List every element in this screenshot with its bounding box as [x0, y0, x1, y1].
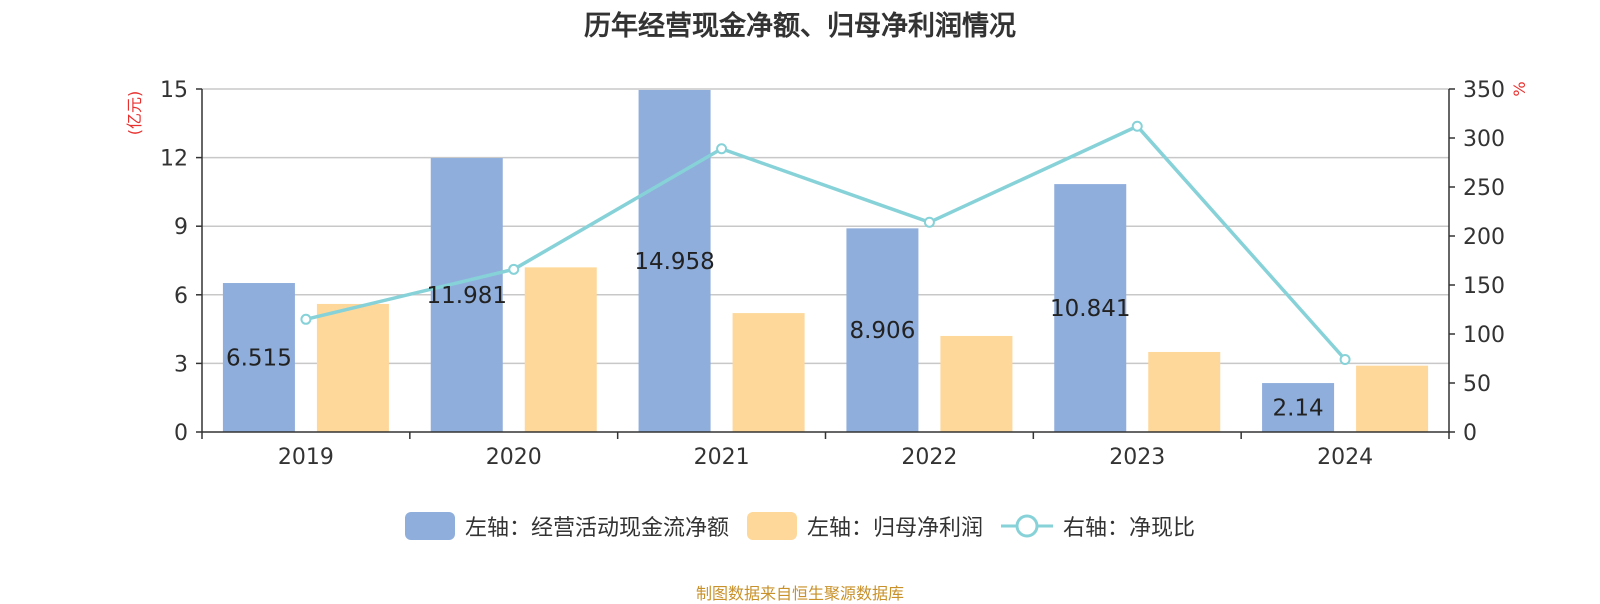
legend-swatch-ratio — [1001, 514, 1053, 538]
bar-cashflow[interactable] — [1054, 184, 1127, 432]
ratio-line — [300, 120, 1351, 365]
x-tick-label: 2019 — [278, 445, 334, 470]
data-label-cashflow: 8.906 — [849, 318, 915, 344]
point-ratio[interactable] — [923, 216, 935, 228]
left-tick-label: 6 — [174, 284, 188, 309]
x-tick-label: 2020 — [486, 445, 542, 470]
legend: 左轴：经营活动现金流净额 左轴：归母净利润 右轴：净现比 — [0, 510, 1600, 542]
data-labels: 6.515 11.981 14.958 8.906 10.841 2.14 — [226, 249, 1324, 422]
right-axis-unit: % — [1510, 81, 1529, 96]
line-ratio — [305, 124, 1347, 361]
bar-netprofit[interactable] — [1356, 365, 1429, 432]
legend-item-ratio[interactable]: 右轴：净现比 — [1001, 510, 1195, 542]
bar-netprofit[interactable] — [940, 335, 1013, 432]
point-ratio[interactable] — [1339, 353, 1351, 365]
bar-netprofit[interactable] — [732, 313, 805, 432]
data-label-cashflow: 2.14 — [1272, 396, 1323, 422]
bar-netprofit[interactable] — [524, 267, 597, 432]
data-label-cashflow: 10.841 — [1050, 296, 1130, 322]
legend-label-cashflow: 左轴：经营活动现金流净额 — [464, 516, 729, 541]
right-tick-label: 150 — [1463, 274, 1505, 299]
x-tick-label: 2024 — [1317, 445, 1373, 470]
point-ratio[interactable] — [508, 263, 520, 275]
point-ratio[interactable] — [300, 313, 312, 325]
point-ratio[interactable] — [1131, 120, 1143, 132]
data-label-cashflow: 11.981 — [427, 283, 507, 309]
bar-netprofit[interactable] — [316, 303, 389, 432]
right-tick-label: 200 — [1463, 225, 1505, 250]
left-axis-unit: (亿元) — [125, 91, 144, 136]
bar-cashflow[interactable] — [638, 89, 711, 433]
right-tick-label: 50 — [1463, 372, 1491, 397]
legend-item-netprofit[interactable]: 左轴：归母净利润 — [746, 510, 983, 542]
legend-swatch-cashflow — [404, 512, 455, 540]
point-ratio[interactable] — [716, 143, 728, 155]
data-label-cashflow: 6.515 — [226, 346, 292, 372]
chart-title: 历年经营现金净额、归母净利润情况 — [584, 11, 1016, 42]
grid-lines — [202, 88, 1449, 365]
legend-label-netprofit: 左轴：归母净利润 — [806, 516, 983, 541]
x-tick-label: 2021 — [694, 445, 750, 470]
left-tick-label: 15 — [160, 78, 188, 103]
source-note: 制图数据来自恒生聚源数据库 — [695, 584, 904, 603]
left-tick-label: 12 — [160, 147, 188, 172]
legend-label-ratio: 右轴：净现比 — [1063, 516, 1196, 541]
right-tick-label: 300 — [1463, 127, 1505, 152]
bar-cashflow[interactable] — [222, 283, 295, 432]
x-tick-label: 2022 — [901, 445, 957, 470]
left-tick-label: 0 — [174, 421, 188, 446]
right-tick-label: 100 — [1463, 323, 1505, 348]
left-tick-label: 3 — [174, 352, 188, 377]
legend-swatch-netprofit — [746, 512, 797, 540]
right-tick-label: 250 — [1463, 176, 1505, 201]
bars — [222, 89, 1429, 433]
data-label-cashflow: 14.958 — [634, 249, 714, 275]
bar-cashflow[interactable] — [846, 228, 919, 432]
bar-netprofit[interactable] — [1148, 351, 1221, 432]
left-tick-label: 9 — [174, 215, 188, 240]
right-tick-label: 350 — [1463, 78, 1505, 103]
legend-item-cashflow[interactable]: 左轴：经营活动现金流净额 — [404, 510, 729, 542]
bar-cashflow[interactable] — [1262, 383, 1335, 432]
x-tick-label: 2023 — [1109, 445, 1165, 470]
bar-cashflow[interactable] — [430, 158, 503, 432]
right-tick-label: 0 — [1463, 421, 1477, 446]
